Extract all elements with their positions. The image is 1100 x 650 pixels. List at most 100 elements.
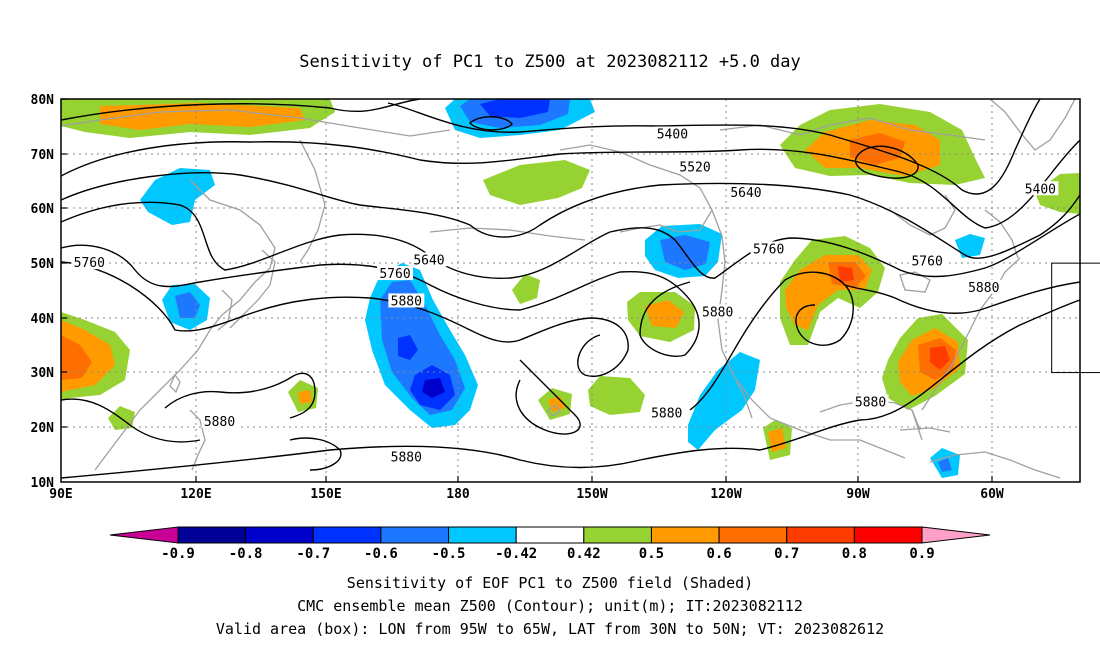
shade-cyan-siberia — [140, 168, 215, 225]
colorbar-segment — [312, 526, 382, 544]
coastline-cuba — [899, 427, 951, 433]
colorbar-segment — [583, 526, 652, 544]
shade-darkblue-central-pacific — [398, 335, 418, 360]
lon-label-120w: 120W — [710, 487, 741, 502]
shade-red-us-west — [838, 266, 854, 282]
longitude-labels: 90E 120E 150E 180 150W 120W 90W 60W — [49, 487, 1004, 502]
coastline-taiwan — [169, 373, 181, 394]
latitude-labels: 80N 70N 60N 50N 40N 30N 20N 10N — [31, 93, 55, 491]
colorbar-segment — [786, 526, 855, 544]
shade-orange-arctic-west — [100, 103, 305, 130]
coastline-us-east — [921, 257, 1021, 411]
shade-green-pacific-north — [483, 160, 590, 205]
contour-label: 5880 — [204, 415, 235, 430]
colorbar-tick-label: 0.6 — [706, 546, 731, 562]
shade-cyan-subtropical-120w — [688, 352, 760, 450]
colorbar: -0.9 -0.8 -0.7 -0.6 -0.5 -0.42 0.42 0.5 0.6 0.7 0.… — [109, 526, 991, 562]
coastline-japan — [229, 249, 276, 329]
contour-label: 5400 — [657, 128, 688, 143]
contour-label-background — [648, 405, 685, 420]
contour-label-background — [677, 159, 714, 174]
coastline-arctic-asia — [61, 109, 451, 137]
contour-label: 5880 — [391, 450, 422, 465]
lon-label-60w: 60W — [980, 487, 1004, 502]
coastline-aleutians — [429, 227, 586, 241]
colorbar-tick-label: 0.7 — [774, 546, 799, 562]
contour-label-background — [699, 304, 736, 319]
contour-label: 5880 — [702, 305, 733, 320]
lon-label-90w: 90W — [846, 487, 870, 502]
shade-cyan-canada-east — [955, 234, 985, 258]
colorbar-tick-label: 0.42 — [567, 546, 601, 562]
lat-label-50n: 50N — [31, 257, 55, 272]
contour-5880-main — [61, 261, 629, 377]
contour-label: 5760 — [379, 267, 410, 282]
contour-5400-dateline-low — [469, 116, 513, 131]
contour-label: 5760 — [74, 256, 105, 271]
contour-label-background — [201, 413, 238, 428]
contour-label-background — [1022, 181, 1059, 196]
contour-label: 5760 — [753, 242, 784, 257]
lon-label-150w: 150W — [576, 487, 607, 502]
axis-ticks — [61, 98, 993, 482]
coastline-korea — [217, 289, 233, 331]
contour-label-background — [909, 253, 946, 268]
contour-label: 5400 — [1025, 182, 1056, 197]
contour-label: 5640 — [413, 253, 444, 268]
colorbar-segment — [245, 526, 314, 544]
caption-line-2: CMC ensemble mean Z500 (Contour); unit(m… — [297, 597, 803, 615]
lat-label-30n: 30N — [31, 366, 55, 381]
contour-5880-us-east — [844, 281, 1080, 314]
contour-5640-main — [61, 172, 1080, 259]
lon-label-90e: 90E — [49, 487, 72, 502]
map-border — [60, 98, 1081, 483]
caption-line-1: Sensitivity of EOF PC1 to Z500 field (Sh… — [347, 574, 753, 592]
coastline-kamchatka — [299, 139, 326, 263]
lat-label-60n: 60N — [31, 202, 55, 217]
contour-5880-subtropical — [289, 437, 342, 471]
contour-label-layer: 5400552056405760576054005520564057605760… — [71, 126, 1059, 465]
contour-5400-main — [61, 99, 1041, 195]
contour-5880-south — [61, 445, 761, 479]
colorbar-tick-label: -0.5 — [432, 546, 466, 562]
contour-5760-west — [61, 244, 700, 357]
colorbar-tick-label: -0.6 — [364, 546, 398, 562]
coastline-greenland — [989, 99, 1076, 151]
lat-label-70n: 70N — [31, 148, 55, 163]
contour-5880-eastpac — [515, 271, 854, 435]
shade-blue-japan-west — [175, 292, 200, 318]
colorbar-tick-label: -0.7 — [296, 546, 330, 562]
contour-label-background — [71, 255, 108, 270]
colorbar-tick-label: -0.42 — [495, 546, 537, 562]
lat-label-20n: 20N — [31, 421, 55, 436]
contour-label-background — [388, 449, 425, 464]
colorbar-tick-label: -0.9 — [161, 546, 195, 562]
lat-label-10n: 10N — [31, 476, 55, 491]
caption-line-3: Valid area (box): LON from 95W to 65W, L… — [216, 620, 884, 638]
caption: Sensitivity of EOF PC1 to Z500 field (Sh… — [216, 574, 884, 638]
coastline-baja — [734, 377, 753, 419]
coastline-south-america-north — [929, 451, 1061, 479]
contour-label-background — [750, 241, 787, 256]
coastline-alaska — [559, 144, 713, 233]
shade-green-dateline-patch — [512, 274, 540, 304]
contour-label-background — [377, 266, 414, 281]
shade-darkblue-arctic-dateline — [480, 99, 550, 118]
colorbar-tick-label: 0.5 — [639, 546, 664, 562]
colorbar-segments — [177, 526, 923, 544]
shade-blue-caribbean — [938, 458, 952, 472]
contour-label: 5520 — [679, 160, 710, 175]
shade-navy-central-pacific-south — [422, 378, 445, 398]
positive-sensitivity-shading — [61, 99, 1080, 460]
contour-label-background — [852, 394, 889, 409]
colorbar-segment — [380, 526, 450, 544]
colorbar-labels: -0.9 -0.8 -0.7 -0.6 -0.5 -0.42 0.42 0.5 0.6 0.7 0.… — [161, 546, 935, 562]
coastline-florida — [911, 409, 923, 441]
contour-5760-main — [61, 201, 1080, 280]
contour-label: 5760 — [911, 255, 942, 270]
colorbar-under-triangle — [109, 526, 179, 544]
colorbar-over-triangle — [921, 526, 991, 544]
contour-label: 5880 — [855, 396, 886, 411]
valid-area-box — [1051, 262, 1100, 374]
